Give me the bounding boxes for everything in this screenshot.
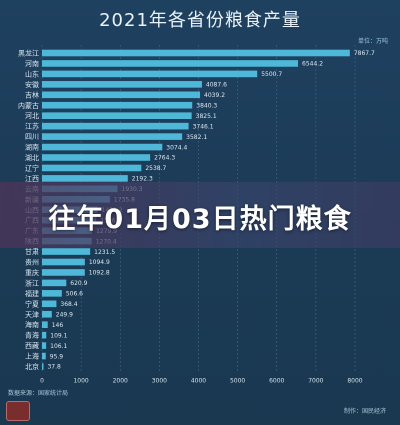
bar-value-label: 1231.5 [94, 249, 115, 256]
bar-value-label: 4087.6 [206, 82, 227, 89]
bar-value-label: 109.1 [50, 332, 67, 339]
bar [42, 300, 57, 308]
bar-value-label: 1092.8 [89, 270, 110, 277]
bar [42, 60, 299, 67]
bar [42, 290, 62, 297]
x-tick-label: 5000 [230, 378, 245, 385]
x-tick-label: 0 [40, 378, 44, 385]
bar-value-label: 37.8 [47, 364, 61, 371]
credit-text: 制作：国民经济 [343, 408, 386, 415]
category-label: 重庆 [25, 268, 39, 277]
category-label: 湖北 [25, 153, 39, 162]
category-label: 安徽 [25, 80, 39, 89]
bar [42, 279, 67, 287]
bar-value-label: 3582.1 [186, 134, 207, 141]
category-label: 天津 [25, 311, 39, 319]
category-label: 黑龙江 [18, 49, 39, 58]
bar-value-label: 1094.9 [89, 259, 110, 266]
bar [42, 70, 258, 78]
bar [42, 49, 350, 57]
headline-banner [0, 182, 400, 248]
category-label: 宁夏 [25, 299, 39, 308]
bar [42, 112, 192, 119]
bar [42, 175, 128, 182]
category-label: 湖南 [25, 143, 39, 152]
bar [42, 154, 151, 161]
x-tick-label: 7000 [308, 378, 323, 385]
category-label: 上海 [25, 352, 39, 361]
category-label: 辽宁 [25, 163, 39, 172]
category-label: 河北 [25, 112, 39, 120]
bar [42, 321, 48, 328]
category-label: 西藏 [25, 341, 39, 350]
x-tick-label: 3000 [152, 378, 167, 385]
category-label: 江苏 [25, 122, 39, 131]
category-label: 甘肃 [25, 247, 39, 256]
category-label: 四川 [25, 133, 39, 141]
bar [42, 122, 189, 130]
bar [42, 363, 44, 370]
bar [42, 331, 47, 339]
bar-value-label: 3746.1 [193, 123, 214, 130]
bar [42, 91, 201, 99]
bar-value-label: 2192.3 [132, 176, 153, 183]
x-tick-label: 6000 [269, 378, 284, 385]
bar-value-label: 506.6 [66, 291, 83, 298]
x-tick-label: 8000 [347, 378, 362, 385]
data-source: 数据来源：国家统计局 [8, 390, 69, 397]
category-label: 贵州 [25, 258, 39, 267]
bar [42, 352, 46, 360]
category-label: 河南 [25, 59, 39, 68]
bar-value-label: 95.9 [50, 353, 64, 360]
category-label: 北京 [25, 362, 39, 371]
bar-value-label: 368.4 [60, 301, 77, 308]
bar [42, 164, 142, 172]
bar [42, 143, 163, 151]
bar-value-label: 6544.2 [302, 61, 323, 68]
bar [42, 269, 85, 276]
category-label: 山东 [25, 69, 39, 78]
bar [42, 248, 91, 255]
category-label: 海南 [25, 320, 39, 329]
bar [42, 342, 47, 349]
bar-value-label: 7867.7 [354, 50, 375, 57]
bar-value-label: 4039.2 [204, 92, 225, 99]
x-tick-label: 4000 [191, 378, 206, 385]
headline-text: 往年01月03日热门粮食 [48, 204, 352, 235]
bar [42, 101, 193, 109]
category-label: 江西 [25, 175, 39, 183]
category-label: 青海 [25, 331, 39, 340]
category-label: 浙江 [25, 278, 39, 287]
category-label: 福建 [25, 289, 39, 298]
bar-value-label: 146 [52, 322, 64, 329]
x-tick-label: 1000 [73, 378, 88, 385]
bar [42, 81, 202, 88]
bar-value-label: 3074.4 [166, 144, 187, 151]
x-tick-label: 2000 [113, 378, 128, 385]
bar-value-label: 3840.3 [196, 102, 217, 109]
bar [42, 133, 183, 140]
bar [42, 258, 85, 266]
bar-value-label: 2538.7 [145, 165, 166, 172]
bar-value-label: 106.1 [50, 343, 67, 350]
bar [42, 310, 52, 318]
category-label: 吉林 [25, 90, 39, 99]
site-logo [6, 401, 30, 421]
chart-title: 2021年各省份粮食产量 [99, 10, 301, 31]
category-label: 内蒙古 [18, 101, 39, 110]
bar-value-label: 249.9 [56, 311, 73, 318]
bar-value-label: 3825.1 [196, 113, 217, 120]
bar-value-label: 5500.7 [261, 71, 282, 78]
bar-value-label: 2764.3 [154, 155, 175, 162]
bar-value-label: 620.9 [70, 280, 87, 287]
unit-label: 单位：万吨 [357, 38, 388, 45]
